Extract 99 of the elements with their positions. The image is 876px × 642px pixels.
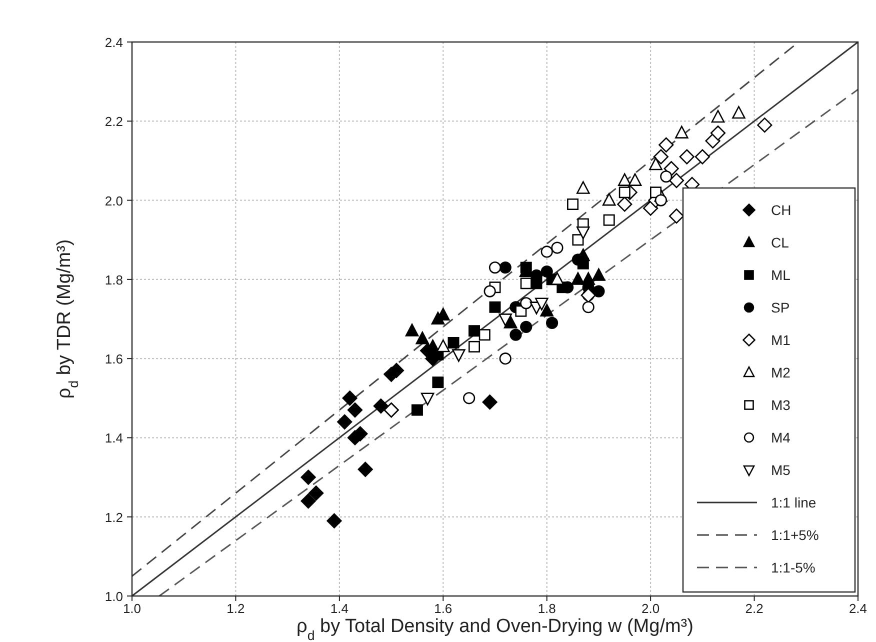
y-tick-label: 1.4 — [104, 430, 123, 446]
point — [576, 181, 590, 194]
point — [520, 278, 532, 290]
point — [668, 172, 684, 188]
legend-label: ML — [771, 267, 791, 283]
x-tick-label: 1.0 — [122, 601, 142, 616]
point — [618, 186, 630, 198]
point — [326, 513, 342, 528]
point — [618, 173, 632, 186]
point — [582, 301, 594, 314]
point — [358, 462, 373, 477]
point — [498, 314, 512, 326]
point — [602, 193, 616, 206]
point — [540, 246, 553, 258]
point — [732, 106, 746, 119]
point — [452, 349, 466, 362]
point — [482, 394, 498, 410]
point — [668, 208, 684, 224]
point — [432, 376, 444, 388]
point — [546, 316, 558, 330]
y-tick-label: 1.8 — [104, 272, 123, 288]
point — [540, 304, 554, 317]
point — [551, 242, 564, 254]
point — [576, 226, 590, 240]
point — [520, 320, 532, 333]
point — [694, 149, 710, 164]
legend-label: M4 — [771, 430, 791, 446]
y-tick-label: 2.0 — [104, 193, 123, 208]
point — [484, 285, 496, 298]
point — [510, 328, 522, 341]
point — [710, 125, 726, 141]
point — [520, 262, 532, 274]
legend-label: SP — [771, 300, 790, 316]
x-tick-label: 1.6 — [434, 601, 452, 616]
point — [337, 414, 352, 430]
y-tick-label: 2.4 — [104, 35, 123, 50]
point — [664, 161, 679, 176]
point — [654, 194, 667, 206]
point — [300, 493, 316, 509]
legend-label: M2 — [771, 364, 791, 380]
legend-label: 1:1 line — [771, 494, 816, 510]
point — [675, 126, 688, 138]
x-axis-title: ρ$_{d}$ by Total Density and Oven-Drying w (Mg/m³) — [296, 616, 694, 642]
point — [628, 173, 642, 186]
point — [347, 402, 363, 418]
point — [468, 340, 480, 352]
point — [488, 262, 502, 274]
point — [540, 265, 553, 278]
point — [411, 404, 423, 416]
point — [679, 149, 694, 164]
point — [711, 110, 725, 123]
point — [504, 316, 518, 328]
y-tick-label: 1.6 — [104, 352, 123, 367]
legend-label: M5 — [771, 462, 791, 478]
point — [757, 118, 772, 133]
y-tick-label: 1.2 — [104, 510, 123, 525]
point — [653, 149, 668, 164]
legend-label: 1:1+5% — [771, 527, 819, 543]
point — [478, 329, 490, 341]
point — [308, 486, 324, 501]
legend-label: CL — [771, 234, 790, 250]
point — [660, 170, 672, 183]
x-tick-label: 1.2 — [226, 601, 245, 616]
point — [567, 198, 579, 210]
point — [535, 298, 548, 310]
x-tick-label: 2.4 — [848, 601, 868, 616]
point — [550, 272, 564, 285]
point — [416, 332, 430, 344]
x-tick-label: 2.2 — [745, 601, 764, 616]
y-tick-label: 1.0 — [104, 589, 123, 604]
legend-label: M1 — [771, 332, 791, 348]
point — [463, 392, 476, 404]
point — [342, 390, 358, 406]
point — [499, 262, 512, 274]
legend-label: CH — [771, 202, 792, 218]
legend-label: 1:1-5% — [771, 560, 816, 576]
point — [658, 137, 674, 152]
point — [571, 272, 585, 285]
point — [520, 297, 532, 310]
point — [489, 301, 501, 313]
x-tick-label: 1.4 — [330, 601, 348, 616]
point — [436, 339, 450, 352]
point — [468, 325, 480, 337]
point — [448, 336, 460, 348]
point — [572, 234, 584, 246]
point — [420, 392, 434, 406]
point — [649, 157, 662, 170]
x-tick-label: 2.0 — [642, 601, 660, 616]
point — [592, 268, 606, 281]
point — [300, 470, 316, 485]
point — [592, 285, 605, 298]
point — [499, 352, 512, 365]
y-tick-label: 2.2 — [104, 114, 123, 130]
point — [617, 196, 632, 212]
x-tick-label: 1.8 — [538, 601, 556, 616]
point — [373, 398, 388, 414]
point — [603, 214, 615, 226]
legend-label: M3 — [771, 397, 791, 413]
point — [405, 324, 419, 336]
